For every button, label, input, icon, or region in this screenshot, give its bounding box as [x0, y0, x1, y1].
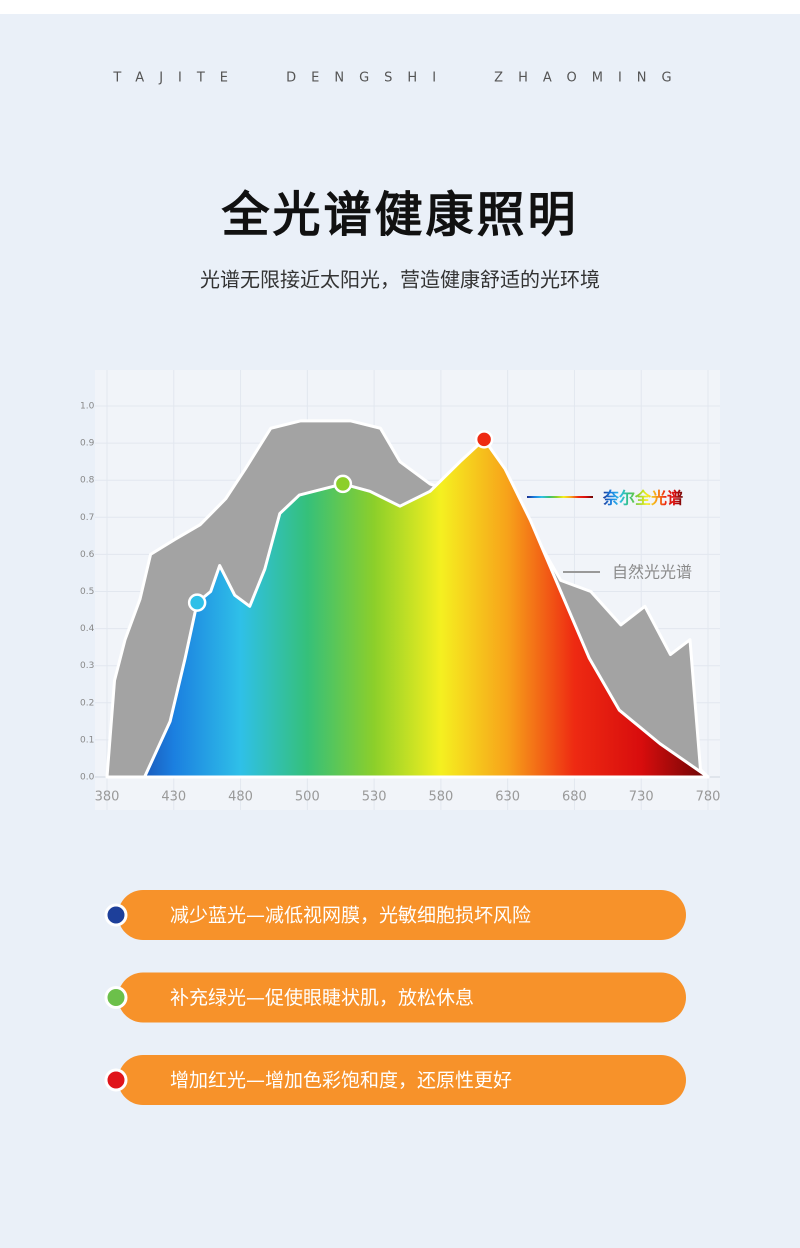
x-tick-label: 380	[95, 790, 120, 805]
features: 减少蓝光—减低视网膜，光敏细胞损坏风险补充绿光—促使眼睫状肌，放松休息增加红光—…	[104, 890, 686, 1105]
x-tick-label: 730	[629, 790, 654, 805]
y-tick-label: 0.0	[80, 773, 95, 783]
feature-text: 减少蓝光—减低视网膜，光敏细胞损坏风险	[170, 905, 531, 927]
highlight-point	[333, 474, 353, 494]
y-tick-label: 1.0	[80, 402, 95, 412]
y-tick-label: 0.4	[80, 624, 95, 634]
feature-text: 增加红光—增加色彩饱和度，还原性更好	[170, 1070, 512, 1092]
subtitle: 光谱无限接近太阳光，营造健康舒适的光环境	[200, 268, 600, 292]
feature-dot	[104, 1068, 128, 1092]
feature-text: 补充绿光—促使眼睫状肌，放松休息	[170, 987, 474, 1009]
highlight-point	[474, 430, 494, 449]
y-tick-label: 0.7	[80, 513, 94, 523]
y-tick-label: 0.9	[80, 439, 95, 449]
y-tick-label: 0.2	[80, 698, 94, 708]
x-tick-label: 580	[428, 790, 453, 805]
x-tick-label: 630	[495, 790, 520, 805]
chart: 0.0 0.1 0.2 0.3 0.4 0.5 0.6 0.7 0.8 0.9 1.0 380 430 4…	[80, 370, 720, 810]
y-tick-label: 0.1	[80, 735, 94, 745]
tagline: TAJITE DENGSHI ZHAOMING	[112, 71, 686, 86]
legend-swatch	[527, 496, 593, 498]
legend-label: 奈尔全光谱	[602, 489, 683, 508]
top-strip	[0, 0, 800, 14]
x-tick-label: 780	[696, 790, 721, 805]
y-tick-label: 0.3	[80, 661, 94, 671]
x-tick-label: 530	[362, 790, 387, 805]
y-tick-label: 0.6	[80, 550, 95, 560]
highlight-point	[187, 593, 207, 612]
x-tick-label: 680	[562, 790, 587, 805]
feature-dot	[104, 903, 128, 927]
title: 全光谱健康照明	[220, 187, 578, 243]
x-tick-label: 430	[161, 790, 186, 805]
x-tick-label: 480	[228, 790, 253, 805]
feature-pill	[118, 890, 686, 940]
y-tick-label: 0.8	[80, 476, 95, 486]
feature-pill	[118, 1055, 686, 1105]
y-tick-label: 0.5	[80, 587, 94, 597]
legend-label: 自然光光谱	[612, 563, 692, 582]
feature-dot	[104, 986, 128, 1009]
x-tick-label: 500	[295, 790, 320, 805]
area	[143, 437, 710, 779]
feature-pill	[118, 972, 686, 1023]
